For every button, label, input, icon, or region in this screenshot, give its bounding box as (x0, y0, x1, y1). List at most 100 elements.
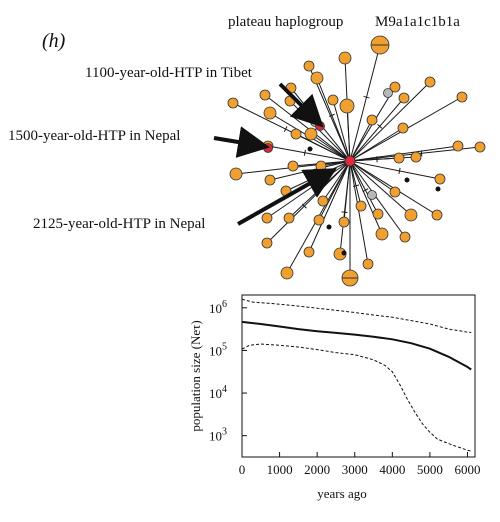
network-edge (349, 97, 405, 162)
haplotype-node (399, 231, 411, 243)
network-edge (267, 145, 351, 162)
network-edge (349, 145, 459, 162)
network-edge (349, 127, 404, 162)
y-tick-label: 104 (209, 384, 227, 401)
arrow-tibet (278, 82, 324, 128)
x-tick-label: 2000 (304, 462, 330, 477)
haplotype-network (213, 35, 486, 287)
network-edge (349, 160, 383, 235)
annotation-arrows (213, 82, 337, 226)
y-axis-ticks: 103 104 105 106 (209, 299, 247, 444)
x-tick-label: 4000 (379, 462, 405, 477)
network-edge (349, 160, 396, 193)
haplotype-node (431, 209, 443, 221)
haplotype-node (434, 173, 446, 185)
mutation-mark (377, 124, 383, 129)
annotation-nepal-2125: 2125-year-old-HTP in Nepal (33, 216, 206, 232)
arrow-nepal-2125 (237, 168, 337, 226)
haplotype-node (280, 266, 294, 280)
haplotype-node (452, 140, 464, 152)
network-edge (349, 160, 412, 216)
y-tick-label: 103 (209, 427, 227, 444)
mutation-mark (303, 149, 306, 156)
y-axis-label: population size (Neτ) (188, 320, 203, 431)
haplotype-node (303, 246, 315, 258)
haplotype-node (261, 212, 273, 224)
haplotype-node (313, 214, 325, 226)
network-edge (349, 119, 373, 162)
network-edge (349, 81, 431, 162)
network-edge (346, 105, 351, 162)
network-edge (295, 133, 351, 162)
network-edge (339, 160, 351, 255)
haplotype-node (303, 60, 315, 72)
haplogroup-label: plateau haplogroup (228, 14, 344, 30)
mutation-mark (420, 150, 423, 157)
haplotype-node (327, 94, 339, 106)
x-axis-label: years ago (317, 486, 366, 501)
haplotype-node (424, 76, 436, 88)
haplotype-node (261, 237, 273, 249)
network-edge (308, 160, 351, 253)
mutation-mark (283, 126, 288, 133)
chart-frame (241, 294, 476, 458)
haplotype-node (366, 114, 378, 126)
network-edge (349, 160, 369, 265)
network-edge (310, 133, 351, 162)
haplotype-node (372, 208, 384, 220)
network-edge (332, 99, 351, 162)
mutation-mark (328, 113, 335, 117)
median-vector-node (307, 146, 313, 152)
annotation-nepal-1500: 1500-year-old-HTP in Nepal (8, 128, 181, 144)
x-tick-label: 5000 (417, 462, 443, 477)
network-edge (264, 94, 351, 162)
network-edge (349, 160, 406, 238)
arrow-nepal-1500 (213, 126, 270, 158)
haplotype-node (339, 98, 355, 114)
median-vector-node (435, 186, 441, 192)
median-vector-node (326, 224, 332, 230)
x-tick-label: 0 (239, 462, 246, 477)
haplotype-node (227, 97, 239, 109)
haplotype-node (375, 227, 389, 241)
network-edge (349, 160, 379, 215)
hpd-bound-line (241, 298, 472, 333)
haplotype-node (264, 174, 276, 186)
median-vector-node (341, 250, 347, 256)
haplotype-node (229, 167, 243, 181)
haplotype-node (338, 51, 352, 65)
network-edge (349, 156, 417, 162)
haplotype-node (474, 141, 486, 153)
haplotype-node (315, 160, 327, 172)
haplotype-node (290, 128, 302, 140)
mutation-mark (301, 203, 307, 209)
plot-frame (241, 294, 476, 458)
network-edge (349, 160, 441, 180)
network-edge (269, 160, 351, 181)
haplotype-node (259, 89, 271, 101)
mutation-mark (398, 167, 401, 174)
haplotype-node (355, 200, 367, 212)
annotation-tibet: 1100-year-old-HTP in Tibet (85, 65, 252, 81)
central-haplotype-node (344, 155, 356, 167)
haplotype-node (397, 122, 409, 134)
chart-series (241, 298, 472, 452)
x-tick-label: 1000 (267, 462, 293, 477)
network-edge (349, 160, 362, 207)
hpd-bound-line (241, 343, 472, 452)
haplotype-node (410, 151, 422, 163)
haplotype-node (404, 208, 418, 222)
haplotype-node (263, 106, 277, 120)
haplotype-node (456, 91, 468, 103)
y-tick-label: 105 (209, 341, 227, 358)
haplotype-node (398, 92, 410, 104)
haplogroup-name: M9a1a1c1b1a (375, 14, 460, 30)
ancient-sample-nepal-1500 (263, 143, 273, 153)
network-edge (316, 77, 351, 162)
median-line (241, 320, 472, 371)
haplotype-node (317, 195, 329, 207)
x-tick-label: 6000 (454, 462, 480, 477)
panel-label: (h) (42, 30, 66, 52)
haplotype-node (310, 71, 324, 85)
network-edge (349, 44, 381, 162)
